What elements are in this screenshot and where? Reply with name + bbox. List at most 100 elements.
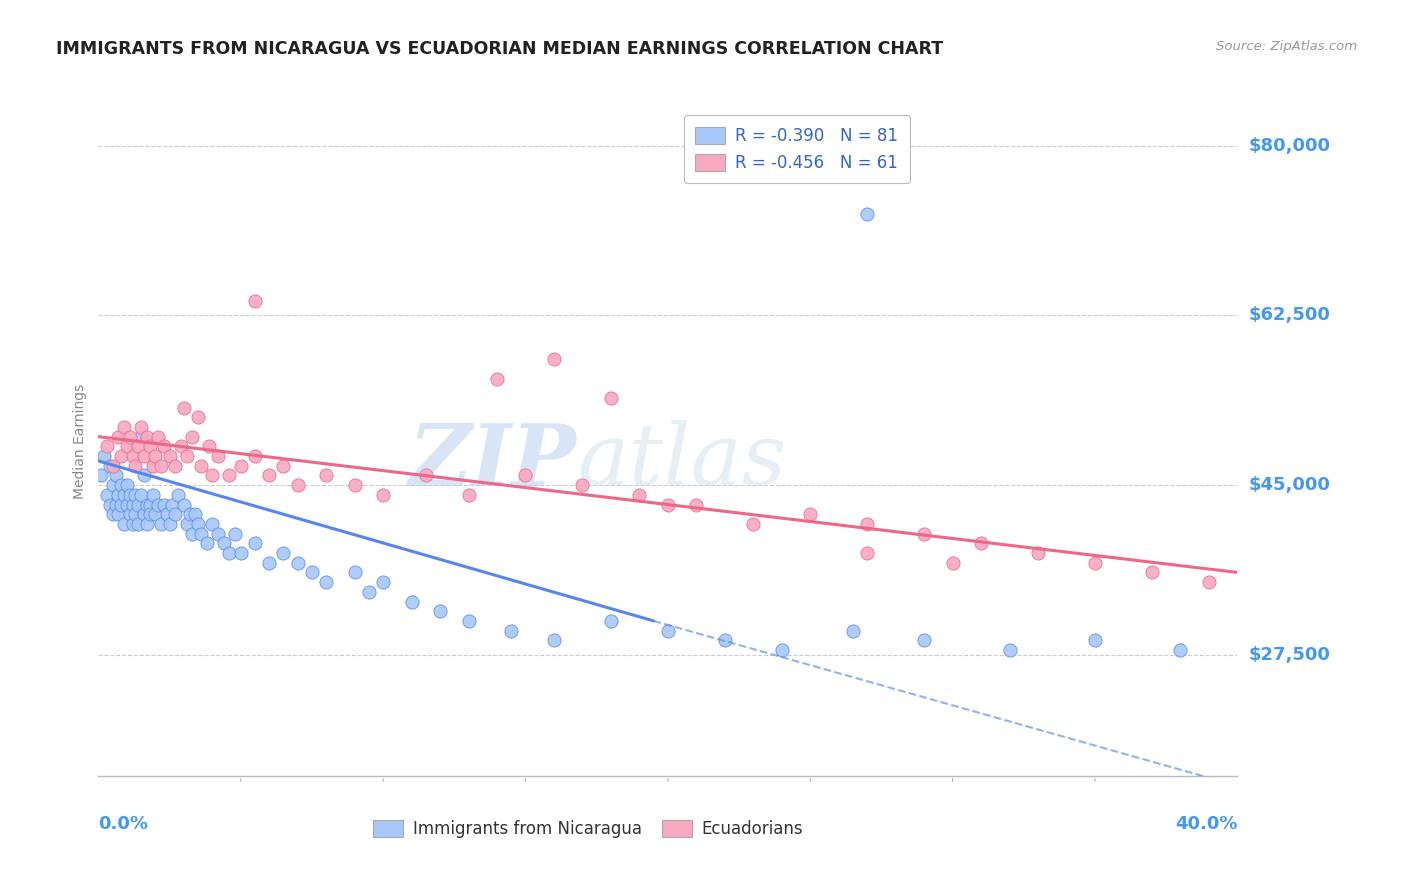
Point [401,594,423,608]
Point [543,633,565,648]
Point [181,526,204,541]
Point [96,488,118,502]
Point [429,604,451,618]
Point [127,498,149,512]
Point [273,458,295,473]
Point [799,508,821,522]
Point [101,458,124,473]
Point [856,207,879,221]
Point [173,401,195,415]
Point [501,624,523,638]
Point [138,508,160,522]
Point [141,488,163,502]
Point [135,516,157,531]
Point [218,546,240,560]
Point [118,488,141,502]
Point [856,546,879,560]
Point [159,449,181,463]
Point [132,449,155,463]
Point [127,439,149,453]
Point [98,498,121,512]
Point [129,420,152,434]
Point [714,633,737,648]
Point [190,458,212,473]
Point [115,439,138,453]
Point [129,488,152,502]
Point [121,498,143,512]
Point [153,498,176,512]
Point [135,498,157,512]
Point [107,430,129,444]
Point [357,584,380,599]
Point [135,430,157,444]
Point [167,488,190,502]
Point [124,508,146,522]
Text: $27,500: $27,500 [1249,646,1330,664]
Point [201,468,224,483]
Point [1140,566,1163,580]
Point [229,546,252,560]
Point [138,498,160,512]
Point [842,624,865,638]
Point [195,536,218,550]
Point [600,614,623,628]
Point [162,498,184,512]
Point [198,439,221,453]
Point [415,468,437,483]
Point [912,526,935,541]
Text: 40.0%: 40.0% [1175,815,1237,833]
Point [124,458,146,473]
Point [115,498,138,512]
Point [90,468,112,483]
Point [170,439,193,453]
Point [145,508,167,522]
Point [657,498,679,512]
Point [138,439,160,453]
Point [156,508,179,522]
Point [118,508,141,522]
Point [273,546,295,560]
Point [148,430,170,444]
Point [107,488,129,502]
Text: atlas: atlas [576,420,786,503]
Point [127,516,149,531]
Point [1084,633,1107,648]
Point [742,516,765,531]
Point [259,556,281,570]
Point [301,566,323,580]
Point [373,575,395,590]
Point [165,508,187,522]
Y-axis label: Median Earnings: Median Earnings [73,384,87,500]
Text: $62,500: $62,500 [1249,307,1330,325]
Point [998,643,1021,657]
Point [201,516,224,531]
Point [571,478,593,492]
Point [176,449,198,463]
Point [343,478,366,492]
Point [112,488,135,502]
Point [121,449,143,463]
Point [1170,643,1192,657]
Point [315,468,337,483]
Point [98,458,121,473]
Point [243,449,266,463]
Point [104,468,127,483]
Point [184,508,207,522]
Point [856,516,879,531]
Point [373,488,395,502]
Point [159,516,181,531]
Legend: Immigrants from Nicaragua, Ecuadorians: Immigrants from Nicaragua, Ecuadorians [366,814,810,845]
Point [121,516,143,531]
Point [124,488,146,502]
Point [148,498,170,512]
Text: 0.0%: 0.0% [98,815,149,833]
Point [187,516,209,531]
Point [1198,575,1220,590]
Point [243,293,266,308]
Text: ZIP: ZIP [409,420,576,503]
Point [207,449,229,463]
Point [110,478,132,492]
Point [243,536,266,550]
Point [600,391,623,405]
Point [187,410,209,425]
